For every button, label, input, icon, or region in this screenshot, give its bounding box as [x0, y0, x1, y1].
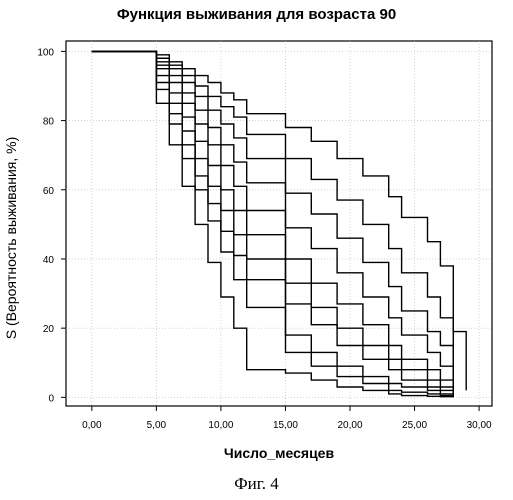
x-tick-label: 15,00	[273, 420, 298, 431]
y-tick-label: 0	[48, 393, 54, 404]
x-axis-label: Число_месяцев	[224, 445, 335, 461]
y-tick-label: 40	[43, 255, 55, 266]
x-tick-label: 10,00	[208, 420, 233, 431]
figure-caption: Фиг. 4	[0, 474, 513, 494]
y-axis-label: S (Вероятность выживания, %)	[3, 137, 19, 339]
x-tick-label: 25,00	[402, 420, 427, 431]
x-tick-label: 30,00	[467, 420, 492, 431]
x-tick-label: 5,00	[147, 420, 167, 431]
survival-chart: 0,00 5,00 10,00 15,00 20,00 25,00 30,00 0 20 40 60…	[0, 0, 513, 470]
y-tick-label: 80	[43, 117, 55, 128]
y-tick-label: 20	[43, 324, 55, 335]
x-tick-label: 20,00	[337, 420, 362, 431]
x-tick-label: 0,00	[82, 420, 102, 431]
y-tick-label: 60	[43, 186, 55, 197]
y-tick-label: 100	[37, 47, 54, 58]
